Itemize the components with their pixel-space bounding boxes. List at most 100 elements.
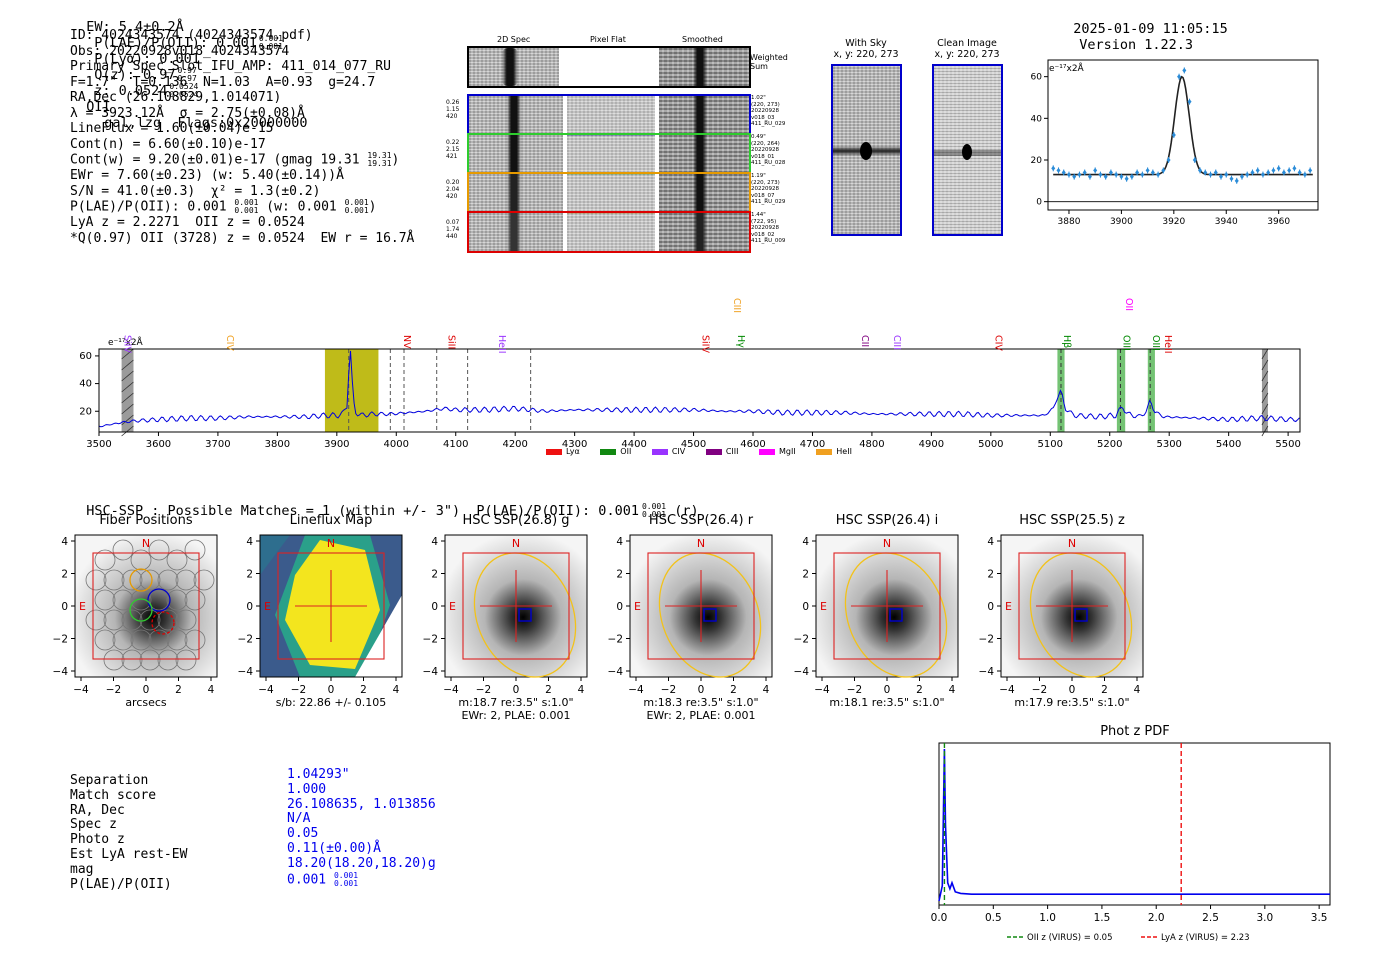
pdf-curve [938,748,1330,902]
hsc-x-tick-label: 0 [328,684,335,696]
east-label: E [634,600,641,613]
fit-data-point [1098,171,1103,178]
fit-data-point [1061,169,1066,176]
fit-model-curve [1053,75,1313,176]
hsc-panel-caption: s/b: 22.86 +/- 0.105 [240,696,422,709]
fiber-cutout-4 [467,211,751,253]
fiber-circle [85,569,107,591]
fit-x-tick-label: 3940 [1215,217,1238,227]
hsc-x-tick-label: 0 [698,684,705,696]
clean-image-label: Clean Image [937,38,997,49]
match-value-score: 1.000 [287,781,327,797]
fit-data-point [1208,171,1213,178]
fiber-info: v018_01 [751,153,775,160]
band-hatch [121,392,134,404]
north-label: N [1068,537,1076,550]
hsc-panel: N E 4 2 0 −2 −4 −4 −2 0 2 4 [238,534,403,696]
info-plae-sup: 0.001 [234,198,259,207]
spectrum-x-tick-label: 3500 [86,439,111,450]
fit-data-point [1239,174,1244,180]
fiber-info: 20220928 [751,186,779,193]
fiber-value: 2.15 [446,146,460,153]
spectrum-x-tick-label: 5100 [1038,439,1063,450]
fit-plot-y-axis: 60 40 20 0 [1031,73,1048,208]
fit-data-point [1129,174,1134,180]
hsc-caption-line: m:18.3 re:3.5" s:1.0" [643,696,759,709]
spectrum-x-tick-label: 5200 [1097,439,1122,450]
col-smoothed-label: Smoothed [682,35,723,44]
spectrum-line-label: OIII [1120,335,1131,351]
fit-data-point [1056,167,1061,174]
fit-data-point [1066,171,1071,178]
fit-data-point [1250,169,1255,176]
info-plae-w: (w: 0.001 [266,199,337,215]
pdf-x-tick-label: 3.0 [1256,912,1273,924]
fiber-1-info: 1.02" (220, 273) 20220928 v018_03 411_RU_029 [751,95,785,128]
fit-data-point [1093,167,1098,174]
match-label: mag [70,861,94,877]
with-sky-title: With Sky x, y: 220, 273 [826,38,906,60]
fit-data-point [1077,171,1082,178]
fit-data-point [1266,169,1271,176]
header-version: Version 1.22.3 [1079,37,1194,53]
fit-y-tick-label: 60 [1031,73,1043,83]
fiber-info: 20220928 [751,147,779,154]
info-line: λ = 3923.12Å σ = 2.75(±0.08)Å [70,105,305,121]
lineflux-peak [285,540,380,669]
match-label: RA, Dec [70,802,125,818]
spectrum-x-tick-label: 3700 [205,439,230,450]
full-spectrum-plot: e⁻¹⁷x2Å 60 40 20 3500 3600 3700 3800 3900 4000 4… [79,298,1301,450]
spectrum-marker-lines [348,349,1151,432]
north-label: N [883,537,891,550]
spectrum-x-tick-label: 4500 [681,439,706,450]
hsc-x-tick-label: 2 [175,684,182,696]
spectrum-y-tick-label: 20 [79,406,92,417]
fiber-info: 1.19" [751,173,766,179]
hsc-caption-line: m:18.1 re:3.5" s:1.0" [829,696,945,709]
info-line: RA,Dec (26.108829,1.014071) [70,90,282,105]
hsc-y-tick-label: 2 [431,569,438,581]
pdf-legend: OII z (VIRUS) = 0.05 LyA z (VIRUS) = 2.2… [1007,933,1250,943]
fit-plot-x-axis: 3880 3900 3920 3940 3960 [1058,210,1290,227]
spectrum-band [121,349,134,432]
fiber-info: 20220928 [751,225,779,232]
spectrum-x-tick-label: 4000 [384,439,409,450]
spectrum-line-label: HeII [496,335,507,354]
hsc-x-tick-label: 2 [1101,684,1108,696]
hsc-x-tick-label: 2 [730,684,737,696]
fiber-circle [175,569,197,591]
legend-heii: HeII [816,447,852,456]
fiber-value: 421 [446,153,458,160]
match-label: Photo z [70,832,125,848]
fit-data-point [1213,169,1218,176]
fiber-info: 1.44" [751,212,766,218]
fit-data-point [1302,171,1307,178]
fit-data-point [1219,174,1224,180]
lineflux-edge [260,535,290,575]
spectrum-x-tick-label: 3800 [265,439,290,450]
north-label: N [327,537,335,550]
hsc-x-tick-label: −4 [443,684,459,696]
fiber-circle [103,569,125,591]
info-gmag-sup: 19.31 [367,151,392,160]
hsc-x-tick-label: 4 [393,684,400,696]
hsc-x-tick-label: −2 [847,684,862,696]
band-hatch [1261,370,1269,382]
fiber-info: 411_RU_028 [751,160,786,167]
fit-data-point [1114,171,1119,178]
match-label: P(LAE)/P(OII) [70,876,172,892]
header-plya: P(Lyα): 0.001 [94,51,200,67]
spectrum-x-tick-label: 5300 [1156,439,1181,450]
legend-oii: OII [600,447,631,456]
hsc-y-tick-label: 0 [987,601,994,613]
fiber-circle [166,629,188,651]
search-box [277,552,385,660]
phot-z-pdf-plot: 0.0 0.5 1.0 1.5 2.0 2.5 3.0 3.5 OII z (VIRUS) =… [931,742,1331,943]
fiber-circle-red [151,611,175,635]
spectrum-frame [98,348,1301,433]
info-plae-w-sup: 0.001 [344,198,369,207]
fiber-circle [94,549,116,571]
match-value-specz: N/A [287,811,311,827]
hsc-panel: N E 4 2 0 −2 −4 −4 −2 0 2 4 [608,534,773,696]
spectrum-unit: e⁻¹⁷x2Å [108,336,144,348]
